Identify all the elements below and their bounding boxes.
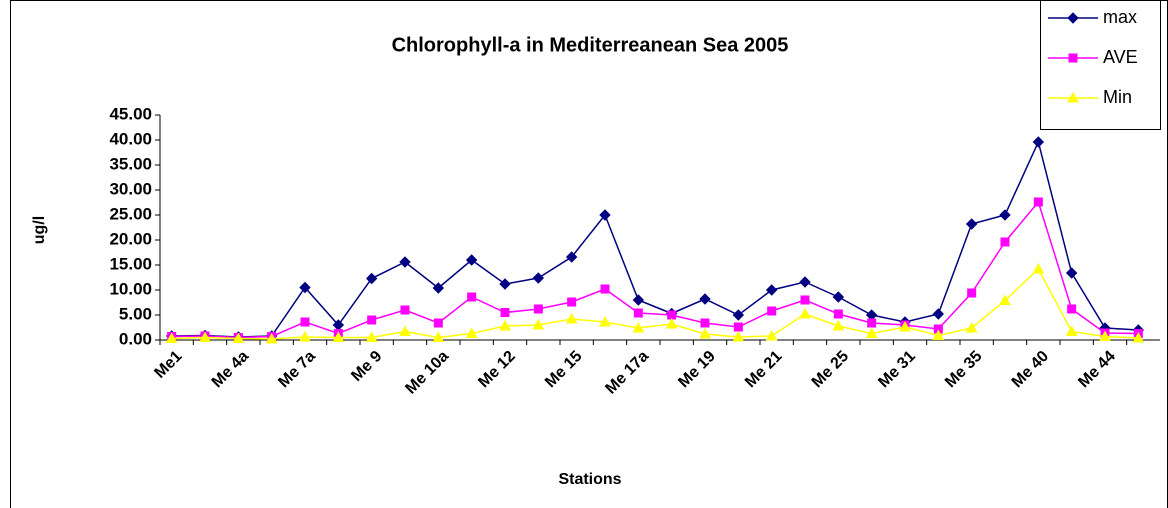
chart-title: Chlorophyll-a in Mediterreanean Sea 2005 bbox=[392, 34, 789, 56]
marker-triangle bbox=[765, 329, 778, 341]
marker-square bbox=[433, 318, 443, 328]
y-tick-label: 0.00 bbox=[119, 329, 152, 348]
y-tick-label: 25.00 bbox=[109, 204, 152, 223]
chart-border bbox=[10, 0, 1168, 508]
marker-triangle bbox=[299, 330, 311, 342]
marker-diamond bbox=[732, 309, 745, 321]
marker-triangle bbox=[832, 319, 845, 331]
y-tick-label: 10.00 bbox=[109, 279, 152, 298]
legend-label: AVE bbox=[1103, 47, 1138, 67]
marker-diamond bbox=[832, 291, 845, 303]
marker-square bbox=[967, 288, 977, 298]
marker-diamond bbox=[532, 272, 545, 284]
marker-triangle bbox=[265, 332, 278, 344]
marker-diamond bbox=[932, 308, 945, 320]
marker-triangle bbox=[699, 327, 711, 339]
marker-triangle bbox=[565, 312, 578, 324]
marker-diamond bbox=[599, 209, 611, 221]
marker-square bbox=[1067, 304, 1077, 314]
marker-square bbox=[700, 318, 710, 328]
marker-square bbox=[667, 310, 677, 320]
legend-label: Min bbox=[1103, 87, 1132, 107]
series-line bbox=[171, 267, 1139, 340]
marker-square bbox=[633, 308, 643, 318]
marker-diamond bbox=[365, 272, 378, 285]
x-axis-label: Stations bbox=[558, 471, 621, 488]
marker-triangle bbox=[999, 294, 1011, 305]
marker-diamond bbox=[1065, 267, 1078, 279]
marker-square bbox=[533, 304, 543, 314]
series-line bbox=[171, 200, 1139, 339]
marker-triangle bbox=[1067, 91, 1079, 103]
marker-triangle bbox=[332, 331, 345, 342]
marker-triangle bbox=[632, 321, 645, 333]
marker-diamond bbox=[432, 282, 445, 294]
y-tick-label: 15.00 bbox=[109, 254, 152, 273]
marker-triangle bbox=[199, 331, 211, 342]
marker-square bbox=[300, 317, 310, 327]
y-tick-label: 30.00 bbox=[109, 179, 152, 198]
marker-square bbox=[567, 297, 577, 307]
marker-triangle bbox=[965, 321, 978, 333]
marker-triangle bbox=[1032, 262, 1045, 274]
marker-triangle bbox=[665, 317, 678, 329]
marker-diamond bbox=[565, 251, 578, 263]
marker-diamond bbox=[1067, 12, 1079, 24]
marker-square bbox=[833, 309, 843, 319]
y-axis-label: ug/l bbox=[31, 216, 48, 244]
legend-box bbox=[1040, 0, 1161, 130]
marker-square bbox=[767, 306, 777, 316]
marker-triangle bbox=[399, 325, 411, 336]
marker-triangle bbox=[1099, 330, 1111, 341]
marker-square bbox=[733, 322, 743, 332]
marker-triangle bbox=[1132, 331, 1145, 343]
marker-square bbox=[800, 295, 810, 305]
marker-triangle bbox=[432, 331, 445, 342]
marker-triangle bbox=[232, 332, 245, 343]
marker-diamond bbox=[765, 284, 778, 296]
marker-triangle bbox=[865, 327, 878, 338]
marker-triangle bbox=[365, 331, 378, 342]
marker-triangle bbox=[599, 315, 611, 327]
y-tick-label: 40.00 bbox=[109, 129, 152, 148]
marker-triangle bbox=[465, 327, 478, 338]
marker-triangle bbox=[732, 330, 745, 342]
marker-diamond bbox=[399, 256, 411, 268]
marker-square bbox=[1068, 53, 1078, 63]
marker-square bbox=[500, 308, 510, 317]
marker-triangle bbox=[165, 332, 178, 343]
marker-triangle bbox=[799, 307, 811, 319]
marker-triangle bbox=[499, 319, 511, 331]
y-tick-label: 45.00 bbox=[109, 104, 152, 123]
y-tick-label: 20.00 bbox=[109, 229, 152, 248]
marker-square bbox=[600, 284, 610, 294]
marker-diamond bbox=[299, 281, 311, 294]
marker-square bbox=[1033, 197, 1043, 207]
marker-diamond bbox=[465, 254, 478, 266]
marker-diamond bbox=[699, 293, 711, 305]
marker-triangle bbox=[1065, 325, 1078, 336]
marker-diamond bbox=[999, 209, 1011, 221]
marker-square bbox=[867, 318, 877, 328]
marker-diamond bbox=[1032, 136, 1045, 148]
marker-diamond bbox=[499, 278, 511, 290]
series-line bbox=[171, 139, 1139, 338]
marker-square bbox=[400, 305, 410, 315]
marker-triangle bbox=[899, 320, 911, 332]
marker-square bbox=[1000, 237, 1010, 247]
y-tick-label: 5.00 bbox=[119, 304, 152, 323]
marker-square bbox=[367, 315, 377, 325]
marker-diamond bbox=[965, 218, 978, 230]
marker-triangle bbox=[932, 329, 945, 340]
legend-label: max bbox=[1103, 7, 1137, 27]
marker-square bbox=[467, 292, 477, 302]
y-tick-label: 35.00 bbox=[109, 154, 152, 173]
marker-triangle bbox=[532, 318, 545, 330]
marker-diamond bbox=[632, 294, 645, 306]
marker-diamond bbox=[799, 276, 811, 288]
